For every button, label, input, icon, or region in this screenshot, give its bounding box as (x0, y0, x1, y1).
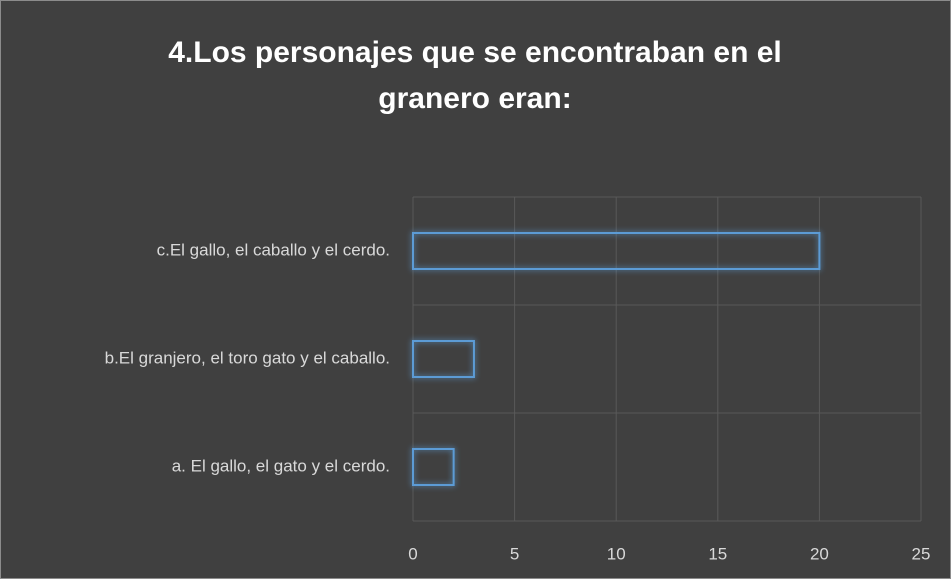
x-tick-label: 5 (510, 544, 519, 563)
x-tick-label: 25 (912, 544, 931, 563)
y-tick-label: b.El granjero, el toro gato y el caballo… (105, 348, 390, 367)
bar (412, 340, 475, 378)
y-tick-label: c.El gallo, el caballo y el cerdo. (157, 240, 390, 259)
x-tick-label: 0 (408, 544, 417, 563)
x-tick-label: 10 (607, 544, 626, 563)
x-tick-label: 20 (810, 544, 829, 563)
y-tick-label: a. El gallo, el gato y el cerdo. (172, 456, 390, 475)
chart-title: 4.Los personajes que se encontraban en e… (168, 36, 782, 115)
x-tick-label: 15 (708, 544, 727, 563)
bar (412, 448, 455, 486)
bar (412, 232, 821, 270)
